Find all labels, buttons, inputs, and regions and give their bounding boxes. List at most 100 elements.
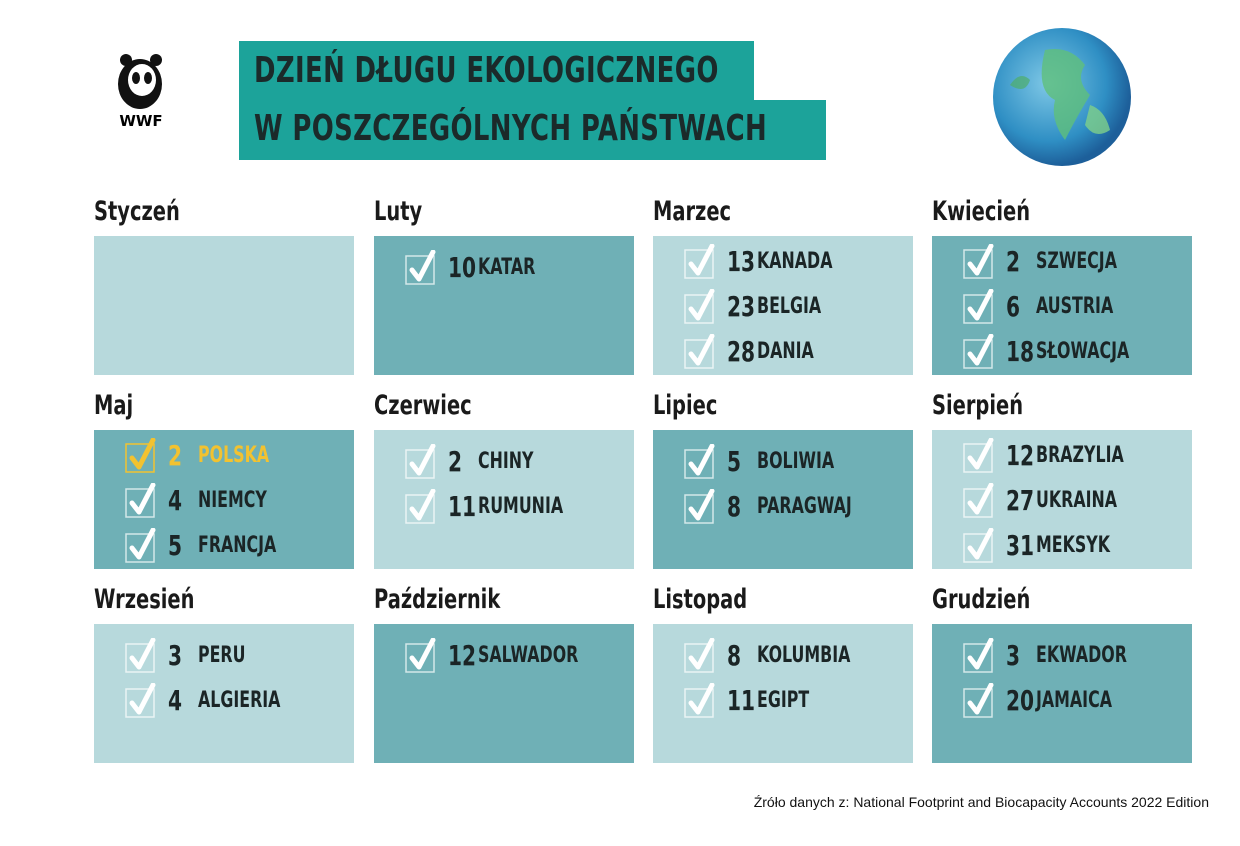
day: 5: [727, 445, 742, 478]
country: KANADA: [757, 244, 862, 281]
month-label: Wrzesień: [94, 584, 234, 615]
checkbox: [405, 638, 436, 673]
month-name: Lipiec: [653, 390, 718, 421]
month-label: Maj: [94, 390, 148, 421]
month-label: Październik: [374, 584, 549, 615]
day: 4: [168, 484, 183, 517]
country: SALWADOR: [478, 638, 617, 675]
country-name: AUSTRIA: [1036, 294, 1114, 319]
checkbox: [684, 334, 715, 369]
month-name: Styczeń: [94, 196, 180, 227]
checkbox: [125, 483, 156, 518]
month-box: 8 KOLUMBIA 11 EGIPT: [653, 624, 913, 763]
country: AUSTRIA: [1036, 289, 1143, 326]
entry: 13 KANADA: [727, 244, 832, 280]
checkbox: [684, 444, 715, 479]
day: 2: [1006, 245, 1021, 278]
source: Źróło danych z: National Footprint and B…: [753, 794, 1209, 810]
day: 2: [168, 439, 183, 472]
day: 12: [448, 639, 477, 672]
country: DANIA: [757, 334, 836, 371]
wwf-logo: WWF: [118, 54, 163, 130]
month-box: [94, 236, 354, 375]
month-label: Styczeń: [94, 196, 213, 227]
day: 12: [1006, 439, 1035, 472]
checkbox: [405, 250, 436, 285]
title-text: W POSZCZEGÓLNYCH PAŃSTWACH: [254, 108, 768, 149]
checkbox: [963, 334, 994, 369]
checkbox: [405, 489, 436, 524]
month-box: 10 KATAR: [374, 236, 634, 375]
day: 8: [727, 639, 742, 672]
month-name: Luty: [374, 196, 423, 227]
month-box: 12 SALWADOR: [374, 624, 634, 763]
month-label: Marzec: [653, 196, 761, 227]
title-line: DZIEŃ DŁUGU EKOLOGICZNEGO: [254, 50, 899, 91]
checkbox: [684, 683, 715, 718]
month-box: 2 POLSKA 4 NIEMCY 5 FRANCJA: [94, 430, 354, 569]
entry: 5 FRANCJA: [168, 528, 276, 564]
country-name: KATAR: [478, 255, 536, 280]
checkbox: [963, 244, 994, 279]
checkbox: [684, 489, 715, 524]
title-box: [239, 41, 754, 101]
day: 31: [1006, 529, 1035, 562]
checkbox: [963, 683, 994, 718]
month-box: 12 BRAZYLIA 27 UKRAINA 31 MEKSYK: [932, 430, 1192, 569]
entry: 3 PERU: [168, 638, 245, 674]
month-label: Sierpień: [932, 390, 1058, 421]
checkbox: [125, 438, 156, 473]
logo-text: WWF: [119, 112, 162, 130]
day: 10: [448, 251, 477, 284]
month-label: Grudzień: [932, 584, 1069, 615]
month-box: 2 CHINY 11 RUMUNIA: [374, 430, 634, 569]
country: POLSKA: [198, 438, 297, 475]
month-label: Lipiec: [653, 390, 742, 421]
title-line: W POSZCZEGÓLNYCH PAŃSTWACH: [254, 108, 967, 149]
entry: 18 SŁOWACJA: [1006, 334, 1129, 370]
entry: 4 ALGIERIA: [168, 683, 280, 719]
country: MEKSYK: [1036, 528, 1139, 565]
country-name: EGIPT: [757, 688, 810, 713]
country: KATAR: [478, 250, 558, 287]
checkbox: [963, 438, 994, 473]
entry: 5 BOLIWIA: [727, 444, 834, 480]
day: 3: [1006, 639, 1021, 672]
country-name: CHINY: [478, 449, 534, 474]
checkbox: [684, 289, 715, 324]
entry: 10 KATAR: [448, 250, 535, 286]
country: KOLUMBIA: [757, 638, 887, 675]
country: CHINY: [478, 444, 555, 481]
country: RUMUNIA: [478, 489, 596, 526]
checkbox: [405, 444, 436, 479]
entry: 11 RUMUNIA: [448, 489, 563, 525]
entry: 8 PARAGWAJ: [727, 489, 852, 525]
country-name: FRANCJA: [198, 533, 277, 558]
month-name: Sierpień: [932, 390, 1024, 421]
checkbox: [125, 638, 156, 673]
country-name: KANADA: [757, 249, 833, 274]
title-text: DZIEŃ DŁUGU EKOLOGICZNEGO: [254, 50, 719, 91]
country-name: RUMUNIA: [478, 494, 564, 519]
entry: 2 CHINY: [448, 444, 534, 480]
entry: 27 UKRAINA: [1006, 483, 1117, 519]
checkbox: [963, 289, 994, 324]
month-name: Grudzień: [932, 584, 1031, 615]
day: 27: [1006, 484, 1035, 517]
checkbox: [963, 483, 994, 518]
month-label: Luty: [374, 196, 441, 227]
country-name: SALWADOR: [478, 643, 579, 668]
month-name: Kwiecień: [932, 196, 1031, 227]
month-name: Czerwiec: [374, 390, 472, 421]
month-box: 3 PERU 4 ALGIERIA: [94, 624, 354, 763]
day: 5: [168, 529, 183, 562]
country: BELGIA: [757, 289, 846, 326]
month-label: Czerwiec: [374, 390, 510, 421]
country: EKWADOR: [1036, 638, 1162, 675]
checkbox: [125, 683, 156, 718]
month-name: Wrzesień: [94, 584, 195, 615]
title-box: [239, 100, 826, 160]
entry: 20 JAMAICA: [1006, 683, 1112, 719]
day: 11: [448, 490, 477, 523]
